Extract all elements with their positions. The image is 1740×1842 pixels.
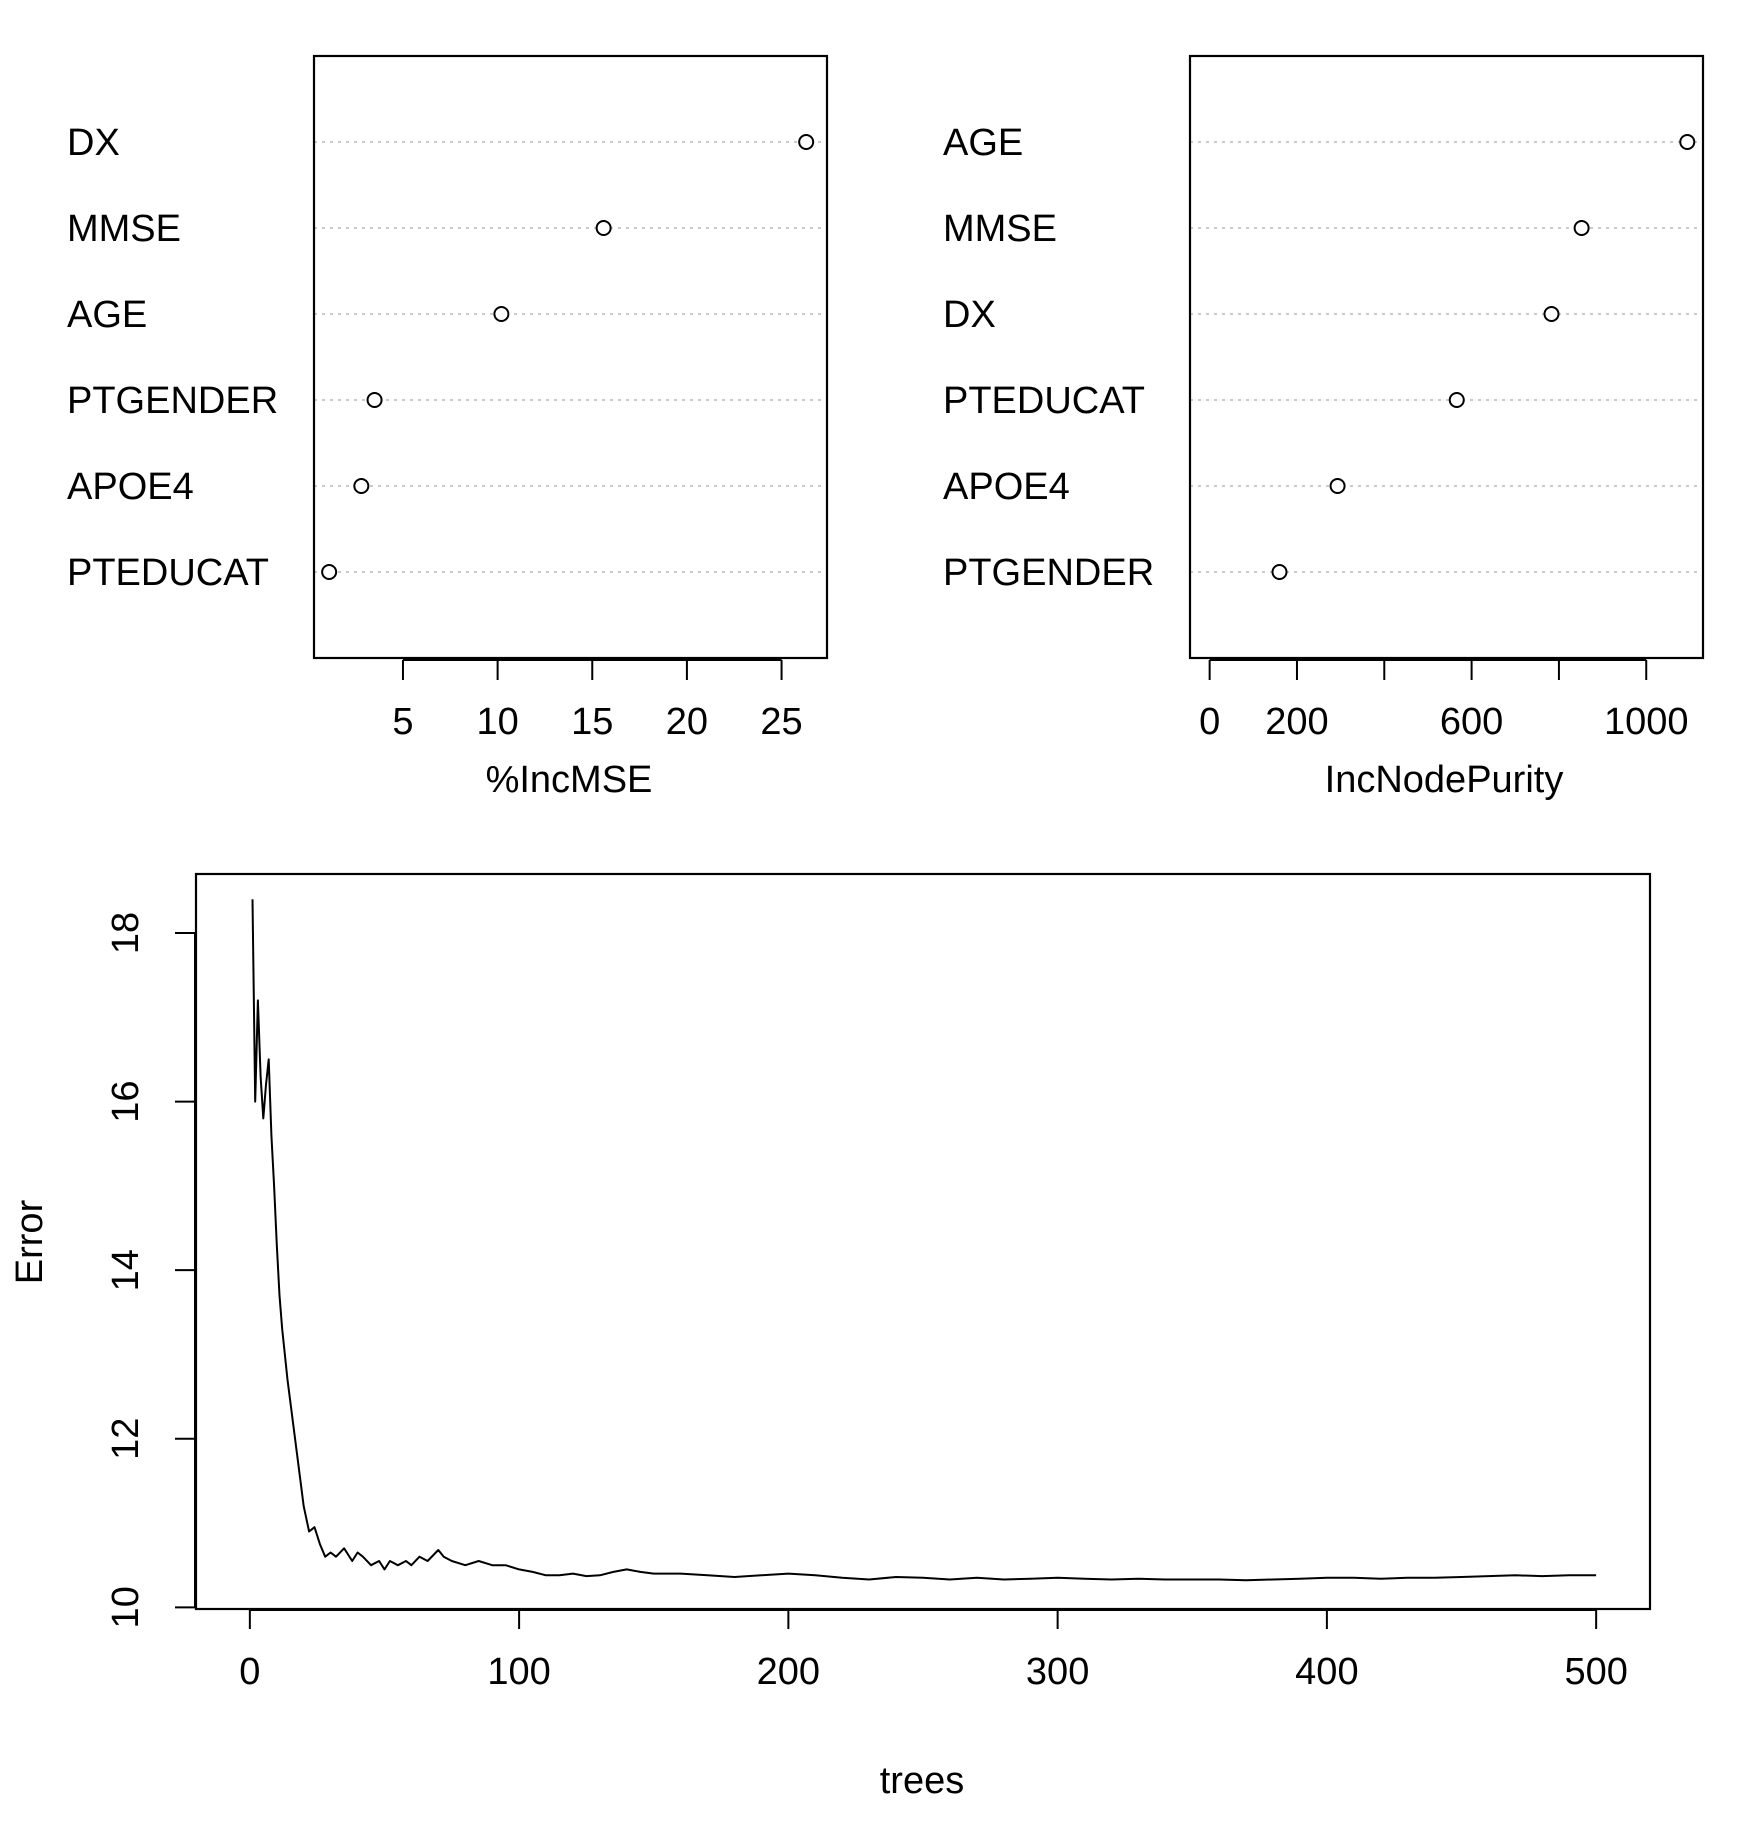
p2-variable-label: PTGENDER: [943, 552, 1154, 594]
incnodepurity-dotchart: AGE MMSE DX PTEDUCAT APOE4 PTGENDER 0 200 600 10…: [943, 54, 1705, 801]
p2-x-tick-label: 200: [1265, 701, 1328, 743]
p1-variable-label: AGE: [67, 294, 147, 336]
p1-point: [366, 392, 383, 408]
error-y-axis: 10 12 14 16 18: [105, 912, 196, 1628]
trees-x-axis: 0 100 200 300 400 500: [239, 1609, 1628, 1693]
incnodepurity-x-axis-label: IncNodePurity: [1325, 759, 1564, 801]
incnodepurity-variable-labels: AGE MMSE DX PTEDUCAT APOE4 PTGENDER: [943, 122, 1154, 594]
error-line-chart: 0 100 200 300 400 500 10 12 14 16 18 trees Error: [9, 872, 1652, 1802]
p2-variable-label: PTEDUCAT: [943, 380, 1145, 422]
p1-variable-label: MMSE: [67, 208, 181, 250]
error-y-tick-label: 14: [105, 1249, 147, 1291]
p2-x-tick-label: 1000: [1604, 701, 1689, 743]
p1-variable-label: DX: [67, 122, 120, 164]
p1-point: [595, 220, 612, 236]
p1-x-tick-label: 10: [476, 701, 518, 743]
p2-point: [1329, 478, 1346, 494]
p1-variable-label: PTGENDER: [67, 380, 278, 422]
p2-x-tick-label: 0: [1199, 701, 1220, 743]
incnodepurity-x-axis: 0 200 600 1000: [1199, 659, 1689, 743]
incmse-variable-labels: DX MMSE AGE PTGENDER APOE4 PTEDUCAT: [67, 122, 278, 594]
p1-x-tick-label: 20: [666, 701, 708, 743]
trees-x-tick-label: 100: [487, 1651, 550, 1693]
incmse-x-axis: 5 10 15 20 25: [392, 659, 803, 743]
p1-point: [798, 134, 815, 150]
p1-x-tick-label: 15: [571, 701, 613, 743]
error-y-tick-label: 18: [105, 912, 147, 954]
p1-x-tick-label: 25: [760, 701, 802, 743]
p1-point: [321, 564, 338, 580]
p1-point: [353, 478, 370, 494]
error-series-line: [251, 899, 1597, 1582]
incnodepurity-gridlines: [1190, 141, 1703, 573]
incmse-x-axis-label: %IncMSE: [486, 759, 653, 801]
trees-x-tick-label: 200: [757, 1651, 820, 1693]
p2-point: [1543, 306, 1560, 322]
incmse-gridlines: [314, 141, 827, 573]
trees-x-tick-label: 0: [239, 1651, 260, 1693]
p2-point: [1448, 392, 1465, 408]
p2-variable-label: MMSE: [943, 208, 1057, 250]
p1-variable-label: PTEDUCAT: [67, 552, 269, 594]
incmse-plot-frame: [312, 54, 829, 660]
error-y-tick-label: 16: [105, 1080, 147, 1122]
incnodepurity-plot-frame: [1188, 54, 1705, 660]
trees-x-tick-label: 300: [1026, 1651, 1089, 1693]
p2-variable-label: APOE4: [943, 466, 1070, 508]
p1-x-tick-label: 5: [392, 701, 413, 743]
p1-variable-label: APOE4: [67, 466, 194, 508]
p2-point: [1679, 134, 1696, 150]
p2-variable-label: AGE: [943, 122, 1023, 164]
incmse-dotchart: DX MMSE AGE PTGENDER APOE4 PTEDUCAT 5 10 15 20 25…: [67, 54, 829, 801]
p2-x-tick-label: 600: [1440, 701, 1503, 743]
p2-point: [1271, 564, 1288, 580]
error-plot-frame: [194, 872, 1652, 1611]
incmse-points: [321, 134, 815, 580]
trees-x-tick-label: 400: [1295, 1651, 1358, 1693]
error-y-axis-label: Error: [9, 1199, 51, 1284]
error-y-tick-label: 10: [105, 1586, 147, 1628]
trees-x-axis-label: trees: [880, 1760, 964, 1802]
p2-point: [1573, 220, 1590, 236]
p2-variable-label: DX: [943, 294, 996, 336]
incnodepurity-points: [1271, 134, 1696, 580]
error-y-tick-label: 12: [105, 1418, 147, 1460]
p1-point: [493, 306, 510, 322]
trees-x-tick-label: 500: [1564, 1651, 1627, 1693]
